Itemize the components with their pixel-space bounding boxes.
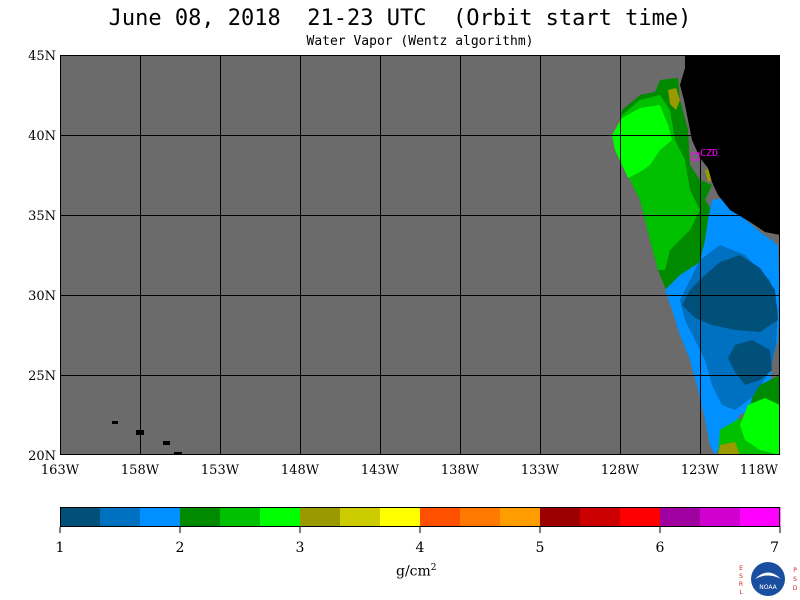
station-marker: CZD: [691, 148, 718, 161]
colorbar-swatch: [460, 507, 501, 527]
colorbar-swatch: [620, 507, 661, 527]
water-vapor-swath: [612, 78, 780, 455]
units-superscript: 2: [430, 563, 437, 573]
noaa-emblem: [751, 562, 785, 596]
colorbar-swatch: [220, 507, 261, 527]
lon-tick-label: 128W: [601, 463, 640, 478]
units-base: g/cm: [396, 563, 431, 580]
lon-tick-label: 118W: [740, 463, 779, 478]
colorbar-swatch: [100, 507, 141, 527]
map-frame: [60, 55, 780, 455]
lon-tick-label: 123W: [681, 463, 720, 478]
lon-tick-label: 153W: [201, 463, 240, 478]
colorbar-swatch: [300, 507, 341, 527]
noaa-bird-icon: [755, 572, 781, 579]
lat-tick-label: 25N: [28, 369, 56, 384]
colorbar-swatch: [60, 507, 101, 527]
lon-tick-label: 138W: [441, 463, 480, 478]
logo-letter: P: [793, 567, 797, 574]
lon-tick-labels: 163W 158W 153W 148W 143W 138W 133W 128W 123W 118W: [41, 463, 779, 478]
lon-tick-label: 143W: [361, 463, 400, 478]
colorbar-tick-label: 7: [770, 540, 779, 556]
logo-letter: S: [739, 573, 743, 580]
colorbar-swatches: [60, 507, 781, 527]
lat-tick-label: 35N: [28, 209, 56, 224]
lat-tick-label: 40N: [28, 129, 56, 144]
logo-center-text: NOAA: [759, 584, 777, 591]
colorbar-tick-label: 3: [296, 540, 305, 556]
lat-tick-labels: 45N 40N 35N 30N 25N 20N: [28, 49, 56, 464]
logo-letter: L: [739, 589, 743, 596]
lat-tick-label: 30N: [28, 289, 56, 304]
lon-tick-label: 163W: [41, 463, 80, 478]
lon-tick-label: 158W: [121, 463, 160, 478]
colorbar-swatch: [180, 507, 221, 527]
colorbar-tick-label: 1: [56, 540, 65, 556]
colorbar-ticks: 1 2 3 4 5 6 7: [56, 527, 781, 556]
lon-tick-label: 133W: [521, 463, 560, 478]
colorbar-swatch: [700, 507, 741, 527]
lat-tick-label: 45N: [28, 49, 56, 64]
logo-right-letters: PSD: [793, 567, 798, 592]
map-subtitle: Water Vapor (Wentz algorithm): [306, 34, 534, 49]
logo-letter: S: [793, 576, 797, 583]
colorbar-tick-label: 4: [416, 540, 425, 556]
station-label: CZD: [700, 148, 718, 159]
colorbar-tick-label: 2: [176, 540, 185, 556]
colorbar-swatch: [740, 507, 781, 527]
map-title: June 08, 2018 21-23 UTC (Orbit start tim…: [108, 6, 692, 31]
lon-tick-label: 148W: [281, 463, 320, 478]
logo-letter: R: [739, 581, 743, 588]
colorbar-tick-label: 5: [536, 540, 545, 556]
colorbar-swatch: [500, 507, 541, 527]
colorbar-swatch: [260, 507, 301, 527]
colorbar-units: g/cm2: [396, 563, 437, 580]
lat-tick-label: 20N: [28, 449, 56, 464]
colorbar-swatch: [140, 507, 181, 527]
logo-letter: E: [739, 565, 743, 572]
colorbar-swatch: [380, 507, 421, 527]
logo-letter: D: [793, 585, 798, 592]
colorbar-frame: [60, 507, 780, 527]
colorbar-swatch: [580, 507, 621, 527]
colorbar-tick-label: 6: [656, 540, 665, 556]
colorbar-swatch: [660, 507, 701, 527]
land-mass: [680, 55, 780, 235]
map-graticule: [60, 55, 780, 455]
colorbar-swatch: [420, 507, 461, 527]
colorbar-swatch: [340, 507, 381, 527]
colorbar-swatch: [540, 507, 581, 527]
